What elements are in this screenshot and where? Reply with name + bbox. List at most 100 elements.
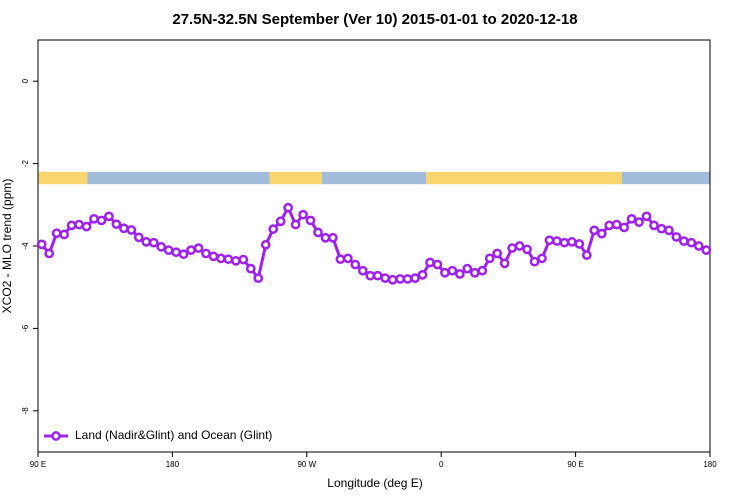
surface-band xyxy=(621,171,710,185)
data-point xyxy=(701,245,712,255)
data-point xyxy=(567,237,577,247)
data-point xyxy=(156,241,167,252)
data-point xyxy=(387,274,398,285)
y-tick-label: -2 xyxy=(21,159,30,167)
data-point xyxy=(649,220,659,231)
data-point xyxy=(492,248,503,259)
data-point xyxy=(268,224,279,234)
data-point xyxy=(186,245,196,255)
data-point xyxy=(119,223,129,234)
y-tick-label: -6 xyxy=(21,324,30,332)
data-point xyxy=(693,241,704,251)
data-point xyxy=(395,274,405,284)
legend-label: Land (Nadir&Glint) and Ocean (Glint) xyxy=(75,428,272,442)
y-axis-label: XCO2 - MLO trend (ppm) xyxy=(0,179,14,314)
data-point xyxy=(469,267,480,278)
data-point xyxy=(596,228,607,239)
data-point xyxy=(201,248,211,259)
data-point xyxy=(664,225,674,236)
surface-band xyxy=(87,171,270,185)
data-point xyxy=(238,254,249,265)
data-point xyxy=(193,243,204,253)
data-point xyxy=(253,273,264,283)
data-point xyxy=(477,265,488,276)
data-point xyxy=(66,220,77,231)
data-point xyxy=(283,202,293,213)
data-point xyxy=(275,216,286,227)
data-point xyxy=(163,245,174,255)
data-point xyxy=(223,254,234,265)
data-point xyxy=(455,269,465,279)
data-point xyxy=(343,253,353,264)
data-point xyxy=(328,232,338,243)
data-point xyxy=(216,253,226,264)
data-point xyxy=(552,236,562,246)
data-point xyxy=(36,239,47,250)
data-point xyxy=(290,219,301,230)
data-point xyxy=(208,251,219,262)
data-point xyxy=(74,219,84,230)
data-point xyxy=(365,270,376,281)
y-tick-label: -8 xyxy=(21,407,30,415)
data-point xyxy=(507,243,517,253)
surface-band xyxy=(321,171,427,185)
data-point xyxy=(440,267,450,278)
data-point xyxy=(320,232,331,243)
data-point xyxy=(402,274,413,284)
data-point xyxy=(447,265,458,276)
data-point xyxy=(686,237,697,248)
x-tick-label: 180 xyxy=(703,460,717,469)
data-point xyxy=(260,239,271,250)
data-point xyxy=(335,254,346,265)
data-point xyxy=(231,255,241,266)
y-tick-label: 0 xyxy=(21,78,30,83)
data-point xyxy=(581,250,592,260)
data-point xyxy=(604,220,615,231)
data-point xyxy=(611,219,622,230)
data-point xyxy=(141,237,152,247)
x-tick-label: 180 xyxy=(166,460,180,469)
data-point xyxy=(671,232,682,242)
data-point xyxy=(514,241,525,251)
data-point xyxy=(432,259,443,270)
data-point xyxy=(589,225,600,236)
data-point xyxy=(619,222,629,233)
data-point xyxy=(372,270,383,281)
data-point xyxy=(462,263,473,274)
data-point xyxy=(544,235,555,246)
data-point xyxy=(425,257,435,268)
data-point xyxy=(245,263,256,274)
y-tick-label: -4 xyxy=(21,242,30,250)
data-point xyxy=(417,269,428,280)
data-point xyxy=(634,217,644,227)
data-point xyxy=(81,221,92,232)
surface-band xyxy=(426,171,622,185)
data-point xyxy=(380,273,391,283)
data-point xyxy=(499,258,510,269)
x-tick-label: 0 xyxy=(439,460,444,469)
x-tick-label: 90 E xyxy=(30,460,46,469)
data-point xyxy=(96,215,107,226)
data-point xyxy=(171,247,181,258)
data-point xyxy=(679,236,689,246)
data-point xyxy=(111,219,122,230)
x-axis-label: Longitude (deg E) xyxy=(327,476,422,490)
data-point xyxy=(641,211,652,222)
data-point xyxy=(89,213,99,224)
data-point xyxy=(537,253,547,264)
data-point xyxy=(574,239,585,249)
chart-title: 27.5N-32.5N September (Ver 10) 2015-01-0… xyxy=(172,11,577,28)
data-point xyxy=(313,227,323,238)
data-point xyxy=(410,273,420,283)
data-point xyxy=(559,237,570,248)
data-point xyxy=(59,229,69,240)
data-point xyxy=(104,211,114,222)
surface-band xyxy=(38,171,88,185)
data-point xyxy=(133,232,144,243)
data-point xyxy=(357,265,368,276)
data-point xyxy=(484,253,495,264)
data-point xyxy=(148,237,159,248)
data-point xyxy=(178,249,189,260)
x-tick-label: 90 E xyxy=(567,460,583,469)
